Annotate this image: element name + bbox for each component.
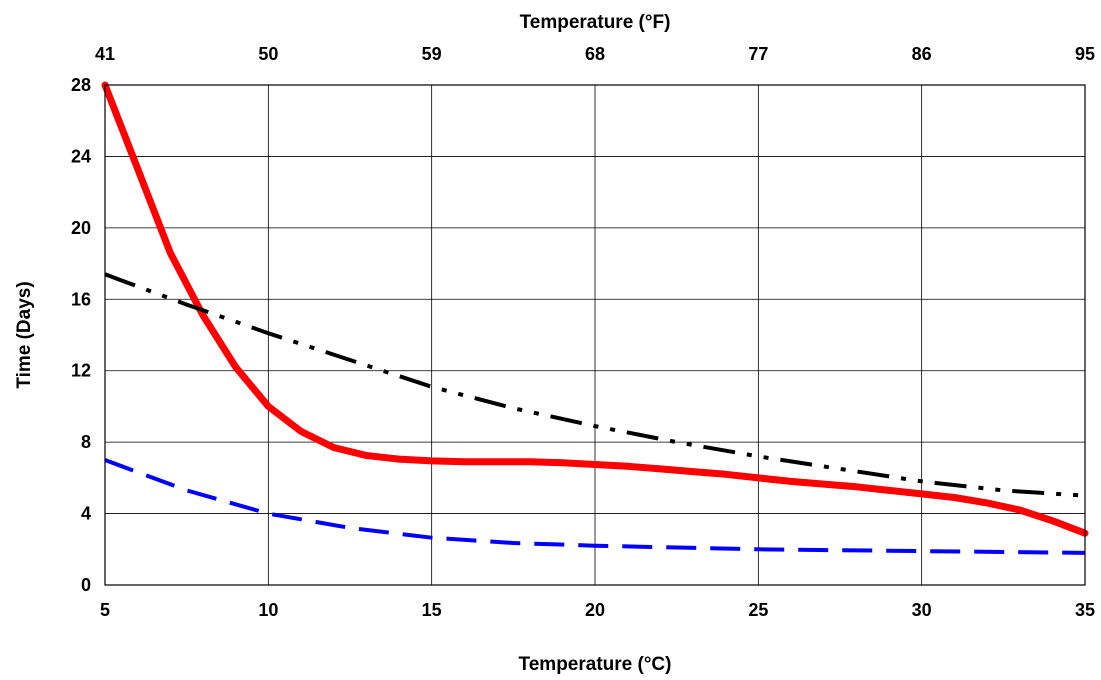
y-tick-label: 28 <box>71 75 91 95</box>
x-axis-title: Temperature (°C) <box>519 654 672 675</box>
series-group <box>101 81 1089 555</box>
x-tick-label: 5 <box>100 600 110 620</box>
y-tick-label: 8 <box>81 432 91 452</box>
series-line-dash-dot-dot <box>104 272 1086 498</box>
x2-tick-label: 68 <box>585 44 605 64</box>
y-tick-label: 4 <box>81 504 91 524</box>
x2-tick-label: 50 <box>258 44 278 64</box>
x-tick-label: 30 <box>912 600 932 620</box>
x-tick-label: 20 <box>585 600 605 620</box>
x2-tick-label: 86 <box>912 44 932 64</box>
x2-axis-title: Temperature (°F) <box>520 12 671 33</box>
x-axis-tick-labels: 5 10 15 20 25 30 35 <box>100 600 1095 620</box>
y-tick-label: 0 <box>81 575 91 595</box>
x2-tick-label: 41 <box>95 44 115 64</box>
x-tick-label: 10 <box>258 600 278 620</box>
x2-tick-label: 59 <box>422 44 442 64</box>
x2-axis-tick-labels: 41 50 59 68 77 86 95 <box>95 44 1095 64</box>
y-tick-label: 12 <box>71 361 91 381</box>
y-tick-label: 20 <box>71 218 91 238</box>
series-line-dashed <box>104 458 1086 555</box>
y-axis-title: Time (Days) <box>14 281 35 388</box>
y-tick-label: 24 <box>71 146 91 166</box>
series-line-solid <box>101 81 1089 537</box>
y-axis-tick-labels: 0 4 8 12 16 20 24 28 <box>71 75 91 595</box>
x-tick-label: 15 <box>422 600 442 620</box>
y-tick-label: 16 <box>71 289 91 309</box>
x2-tick-label: 95 <box>1075 44 1095 64</box>
plot-border <box>104 84 1086 586</box>
x2-tick-label: 77 <box>748 44 768 64</box>
grid <box>105 85 1085 585</box>
x-tick-label: 25 <box>748 600 768 620</box>
x-tick-label: 35 <box>1075 600 1095 620</box>
